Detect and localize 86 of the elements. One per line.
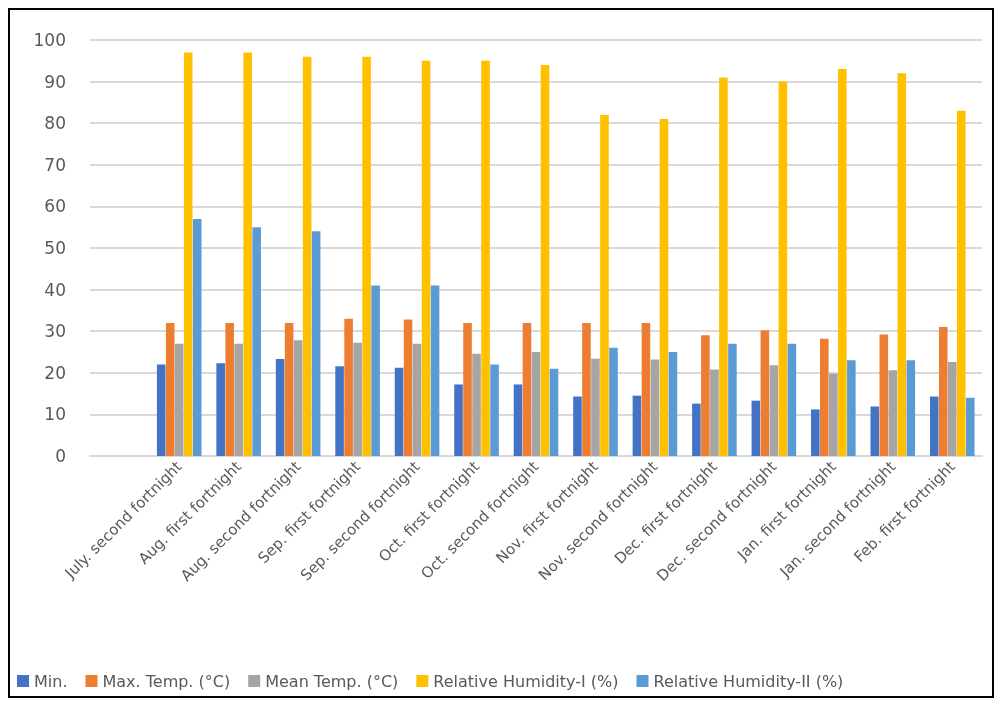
bar	[710, 369, 719, 456]
bar	[938, 327, 948, 456]
bar	[362, 56, 371, 456]
bar	[275, 359, 285, 456]
bar	[897, 73, 907, 456]
bar	[472, 353, 481, 456]
bar	[906, 360, 916, 456]
bar	[549, 368, 559, 456]
y-tick-label: 90	[44, 71, 66, 92]
bar	[183, 52, 193, 456]
bar	[965, 397, 975, 456]
bar	[701, 335, 710, 456]
bar	[454, 384, 463, 456]
bar	[659, 119, 669, 456]
bar	[573, 396, 582, 456]
bar	[719, 77, 728, 456]
bar	[394, 367, 404, 456]
bar	[847, 360, 856, 456]
bar	[403, 319, 413, 456]
bar	[632, 395, 642, 456]
bar	[870, 406, 880, 456]
bar	[192, 218, 202, 456]
bar	[820, 338, 829, 456]
bar	[165, 322, 175, 456]
bar	[293, 340, 303, 456]
bar	[811, 409, 820, 456]
bar	[929, 396, 939, 456]
bar	[353, 342, 362, 456]
bar	[692, 403, 701, 456]
y-tick-label: 20	[44, 362, 66, 383]
bar	[751, 400, 761, 456]
bar	[252, 227, 261, 456]
bar	[513, 384, 523, 456]
bar	[463, 322, 472, 456]
bar	[490, 364, 499, 456]
bar	[879, 334, 889, 456]
bar	[234, 343, 243, 456]
bar	[174, 343, 184, 456]
legend-label: Relative Humidity-II (%)	[653, 671, 844, 691]
bar	[371, 285, 380, 456]
bar	[956, 110, 966, 456]
y-tick-label: 70	[44, 154, 66, 175]
bar	[421, 60, 431, 456]
bar	[522, 322, 532, 456]
bar	[591, 358, 600, 456]
bar	[787, 343, 797, 456]
bar	[430, 285, 440, 456]
y-tick-label: 0	[55, 446, 66, 466]
bar	[335, 366, 344, 456]
bar	[344, 318, 353, 456]
bar	[609, 347, 618, 456]
bar	[641, 322, 651, 456]
y-tick-label: 60	[44, 196, 66, 217]
legend-label: Min.	[34, 671, 68, 691]
bar	[760, 330, 770, 456]
bar	[531, 352, 541, 456]
y-tick-label: 40	[44, 279, 66, 300]
bar	[412, 343, 422, 456]
y-tick-label: 50	[44, 238, 66, 258]
bar	[668, 352, 678, 456]
bar	[216, 363, 225, 456]
legend-label: Mean Temp. (°C)	[265, 671, 399, 691]
y-tick-label: 10	[44, 404, 66, 425]
y-tick-label: 100	[33, 30, 66, 50]
bar	[769, 365, 779, 456]
bar	[540, 64, 550, 456]
bar	[947, 361, 957, 456]
bar	[582, 322, 591, 456]
bar	[650, 359, 660, 456]
bar	[302, 56, 312, 456]
bar	[243, 52, 252, 456]
legend-label: Max. Temp. (°C)	[102, 671, 231, 691]
y-tick-label: 30	[44, 321, 66, 342]
bar	[728, 343, 737, 456]
bar	[284, 322, 294, 456]
bar	[838, 69, 847, 456]
bar	[481, 60, 490, 456]
bar	[156, 364, 166, 456]
y-tick-label: 80	[44, 113, 66, 134]
bar	[225, 322, 234, 456]
bar	[778, 81, 788, 456]
bar	[888, 370, 898, 456]
bar	[829, 373, 838, 456]
bar	[311, 231, 321, 456]
legend-label: Relative Humidity-I (%)	[433, 671, 619, 691]
bar	[600, 114, 609, 456]
